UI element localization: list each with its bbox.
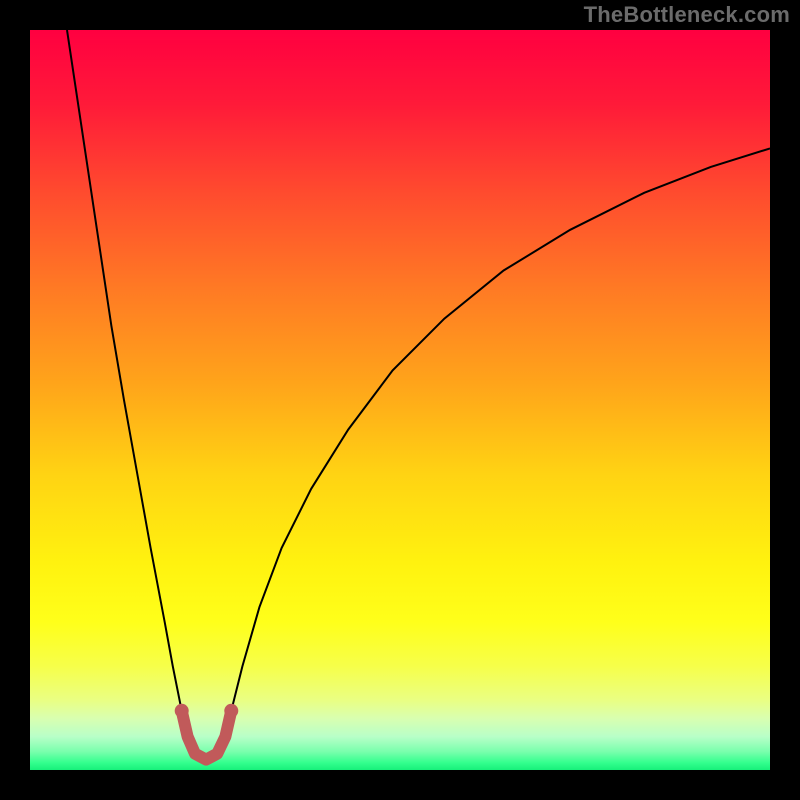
watermark-text: TheBottleneck.com [584, 2, 790, 28]
plot-area [30, 30, 770, 770]
optimal-zone-marker [175, 704, 189, 718]
chart-svg [30, 30, 770, 770]
optimal-zone-marker [224, 704, 238, 718]
chart-root: TheBottleneck.com [0, 0, 800, 800]
chart-background [30, 30, 770, 770]
